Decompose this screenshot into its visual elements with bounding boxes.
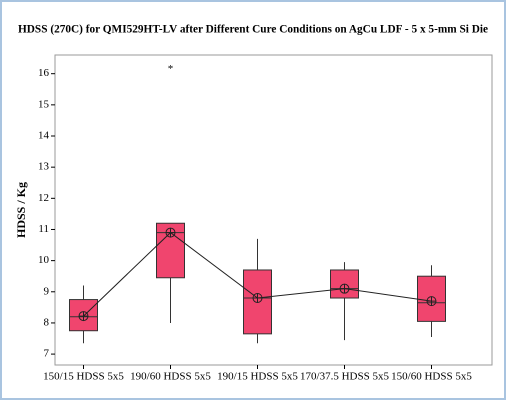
mean-marker bbox=[426, 296, 437, 307]
x-tick-label: 150/15 HDSS 5x5 bbox=[43, 371, 124, 383]
x-tick-label: 150/60 HDSS 5x5 bbox=[391, 371, 472, 383]
y-tick-label: 15 bbox=[38, 98, 50, 110]
y-tick-label: 8 bbox=[44, 316, 50, 328]
outlier: * bbox=[168, 63, 174, 75]
y-tick-label: 9 bbox=[44, 285, 50, 297]
y-tick-label: 11 bbox=[38, 223, 49, 235]
y-tick-label: 7 bbox=[44, 348, 50, 360]
box bbox=[417, 275, 446, 322]
plot-area bbox=[54, 54, 493, 366]
y-tick-label: 13 bbox=[38, 161, 50, 173]
mean-marker bbox=[339, 283, 350, 294]
chart-title: HDSS (270C) for QMI529HT-LV after Differ… bbox=[18, 24, 488, 36]
x-tick-label: 190/15 HDSS 5x5 bbox=[217, 371, 298, 383]
x-tick-label: 170/37.5 HDSS 5x5 bbox=[300, 371, 389, 383]
x-tick-label: 190/60 HDSS 5x5 bbox=[130, 371, 211, 383]
y-axis-label: HDSS / Kg bbox=[14, 182, 28, 238]
mean-marker bbox=[165, 227, 176, 238]
y-tick-label: 10 bbox=[38, 254, 50, 266]
y-tick-label: 12 bbox=[38, 192, 49, 204]
mean-marker bbox=[78, 311, 89, 322]
mean-marker bbox=[252, 293, 263, 304]
y-tick-label: 16 bbox=[38, 67, 50, 79]
y-tick-label: 14 bbox=[38, 130, 50, 142]
